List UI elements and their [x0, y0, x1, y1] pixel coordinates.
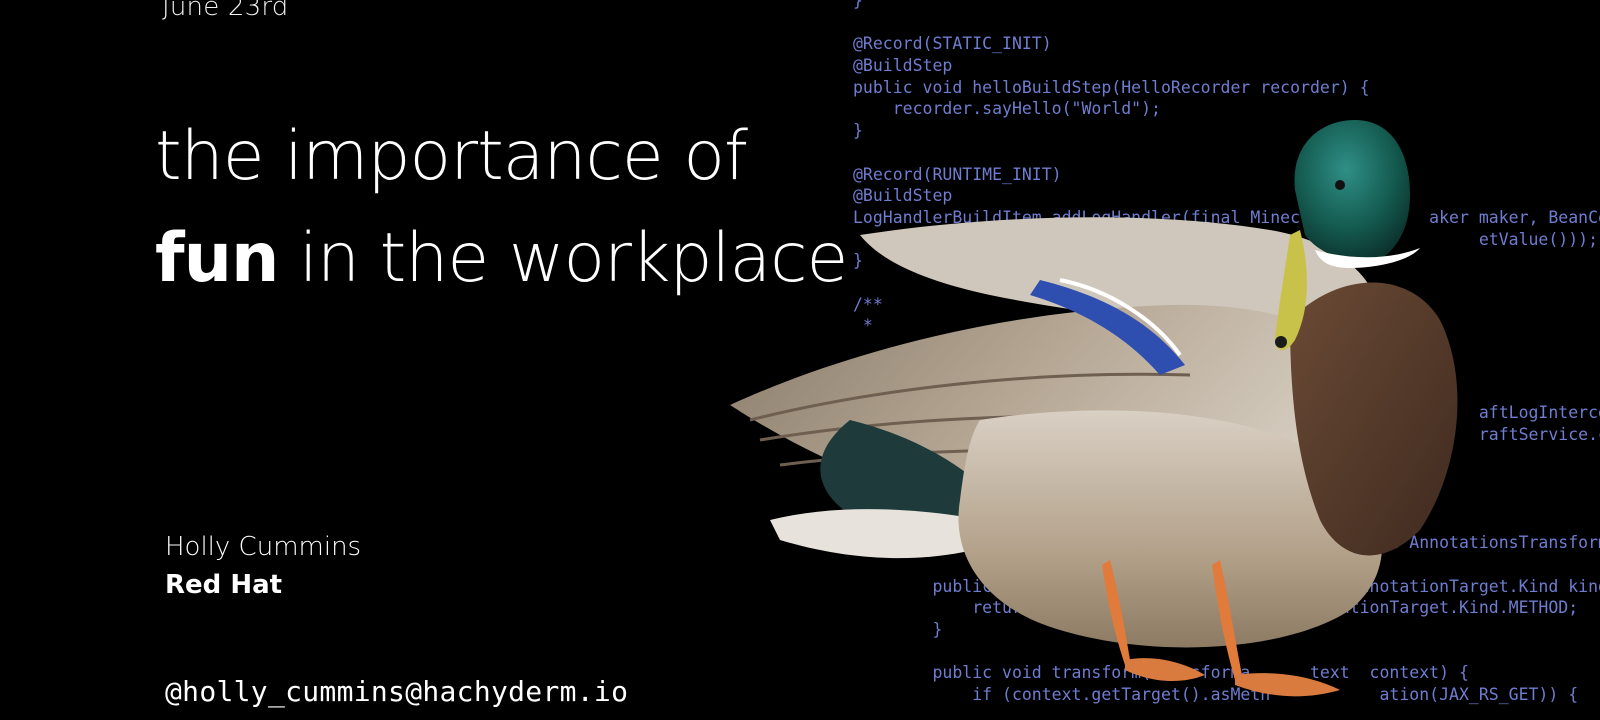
code-line: @Record(STATIC_INIT)	[853, 34, 1052, 54]
code-line: raftService.cla	[1478, 424, 1600, 444]
code-line: aftLogIntercep	[1478, 403, 1600, 423]
speaker-company: Red Hat	[165, 570, 283, 600]
code-line: public void helloBuildStep(HelloRecorder…	[853, 77, 1370, 97]
code-line: if (context.getTarget().asMeth ation(JAX…	[853, 685, 1579, 704]
title-line-2-rest: in the workplace	[278, 219, 848, 298]
code-line: recorder.sayHello("World");	[853, 99, 1161, 119]
code-line: @BuildStep	[853, 56, 953, 76]
code-line: public void transform(Transforma text co…	[932, 663, 1469, 683]
code-line: @BuildStep	[853, 186, 953, 206]
speaker-name: Holly Cummins	[165, 532, 362, 562]
code-line: }	[853, 121, 863, 141]
code-line	[853, 12, 1600, 34]
social-handle: @holly_cummins@hachyderm.io	[165, 675, 629, 708]
date-label: June 23rd	[162, 0, 289, 22]
mallard-duck-icon	[730, 120, 1458, 697]
title-line-2: fun in the workplace	[155, 208, 848, 310]
code-line: }	[853, 251, 863, 271]
code-line: }	[853, 619, 943, 639]
code-line: /**	[853, 294, 883, 314]
code-line: *	[853, 316, 873, 336]
title-emphasis: fun	[155, 219, 279, 298]
code-line: @Record(RUNTIME_INIT)	[853, 164, 1062, 184]
speaker-block: Holly Cummins Red Hat	[165, 528, 361, 604]
title-line-1: the importance of	[155, 117, 748, 196]
code-line: }	[853, 0, 863, 10]
page-title: the importance of fun in the workplace	[155, 106, 848, 310]
